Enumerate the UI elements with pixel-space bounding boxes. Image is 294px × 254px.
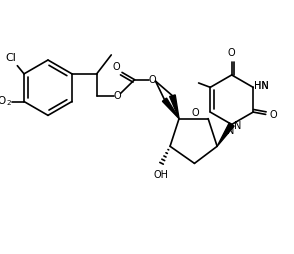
- Text: O: O: [191, 108, 199, 118]
- Text: OH: OH: [154, 170, 169, 180]
- Text: NO$_2$: NO$_2$: [0, 95, 12, 108]
- Text: HN: HN: [255, 81, 269, 91]
- Text: O: O: [228, 48, 235, 58]
- Text: O: O: [113, 91, 121, 101]
- Polygon shape: [217, 123, 234, 146]
- Text: O: O: [148, 75, 156, 85]
- Text: O: O: [270, 110, 277, 120]
- Polygon shape: [170, 95, 179, 119]
- Text: O: O: [112, 62, 120, 72]
- Polygon shape: [162, 98, 179, 119]
- Text: N: N: [234, 121, 242, 131]
- Text: HN: HN: [254, 81, 269, 91]
- Text: N: N: [227, 126, 234, 136]
- Text: Cl: Cl: [6, 53, 16, 63]
